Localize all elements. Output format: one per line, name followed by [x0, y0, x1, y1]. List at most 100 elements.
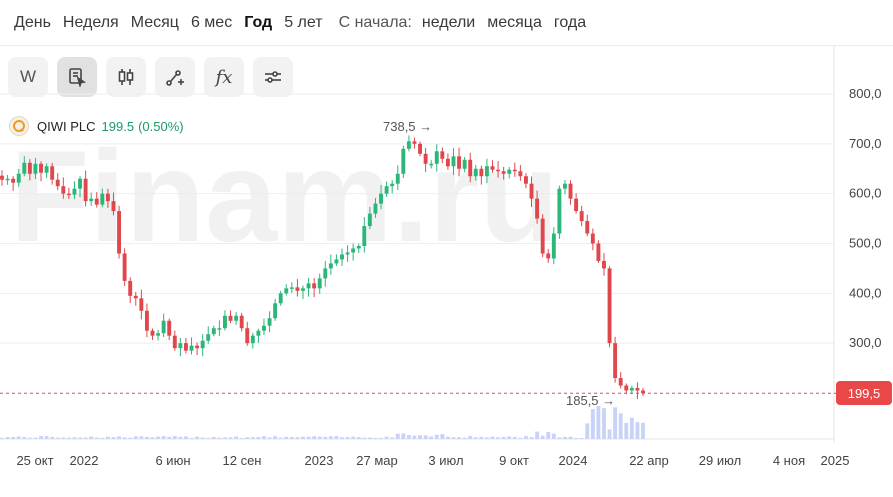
- volume-bar: [535, 431, 540, 439]
- candle-body: [445, 158, 450, 167]
- y-tick-label: 800,0: [849, 86, 882, 101]
- candle-body: [5, 178, 10, 181]
- candle-body: [379, 193, 383, 204]
- period-option[interactable]: День: [14, 14, 51, 31]
- volume-bar: [161, 436, 166, 439]
- settings-button[interactable]: [253, 57, 293, 97]
- volume-bar: [262, 436, 266, 439]
- period-option[interactable]: 5 лет: [284, 14, 323, 31]
- candle-body: [295, 287, 300, 291]
- candle-body: [284, 288, 289, 294]
- candle-body: [200, 340, 205, 349]
- candle-body: [27, 162, 32, 174]
- volume-bar: [278, 437, 283, 439]
- volume-bar: [585, 423, 590, 439]
- volume-bar: [33, 437, 38, 439]
- candle-body: [501, 171, 506, 174]
- volume-bar: [200, 437, 205, 439]
- candle-body: [128, 280, 133, 296]
- last-price-badge: 199,5: [836, 381, 892, 405]
- candle-body: [328, 263, 333, 269]
- volume-bar: [462, 437, 467, 439]
- candle-body: [479, 168, 484, 177]
- period-option[interactable]: Неделя: [62, 14, 119, 31]
- candle-body: [590, 233, 595, 244]
- volume-bar: [434, 434, 439, 439]
- candle-body: [629, 388, 634, 391]
- candle-body: [507, 169, 512, 174]
- volume-bar: [295, 437, 300, 439]
- candle-body: [635, 388, 640, 391]
- candle-body: [518, 171, 523, 177]
- candle-body: [150, 330, 155, 336]
- candle-body: [351, 248, 356, 253]
- drawing-tools-button[interactable]: [155, 57, 195, 97]
- weekly-interval-button[interactable]: W: [8, 57, 48, 97]
- weekly-label: W: [19, 67, 37, 86]
- ticker-info: QIWI PLC 199.5 (0.50%): [9, 116, 184, 136]
- candle-body: [384, 186, 389, 194]
- volume-bar: [139, 436, 144, 439]
- candle-body: [596, 243, 601, 261]
- candle-body: [373, 203, 378, 214]
- from-start-option[interactable]: недели: [421, 14, 476, 31]
- volume-bar: [217, 437, 222, 439]
- volume-bar: [312, 436, 317, 439]
- last-price-label: 199,5: [847, 385, 881, 401]
- candle-body: [418, 143, 422, 154]
- volume-bar: [105, 436, 110, 439]
- volume-bar: [518, 437, 523, 439]
- volume-bar: [150, 437, 155, 439]
- volume-bar: [83, 437, 88, 439]
- candle-body: [557, 188, 562, 234]
- x-tick-label: 6 июн: [155, 453, 190, 468]
- volume-bar: [618, 413, 623, 439]
- high-annotation: 738,5 →: [383, 119, 432, 134]
- candle-body: [289, 287, 294, 289]
- period-option[interactable]: Год: [244, 14, 273, 31]
- volume-bar: [468, 436, 473, 439]
- volume-bar: [44, 436, 49, 439]
- volume-bar: [395, 433, 400, 439]
- indicators-button[interactable]: fx: [204, 57, 244, 97]
- fx-icon: fx: [215, 66, 233, 88]
- candle-body: [72, 188, 77, 195]
- volume-bar: [457, 437, 462, 439]
- volume-bar: [211, 436, 216, 439]
- candle-body: [39, 163, 43, 173]
- candle-body: [89, 198, 94, 202]
- volume-bar: [284, 436, 289, 439]
- period-option[interactable]: 6 мес: [190, 14, 233, 31]
- candle-body: [78, 178, 82, 189]
- candle-body: [401, 148, 406, 174]
- candles-type-button[interactable]: [106, 57, 146, 97]
- candle-body: [312, 283, 317, 289]
- price-chart[interactable]: Finam.ru 300,0 400,0 500,0 600,0 700,0 800,0 25…: [0, 46, 893, 497]
- candle-body: [535, 198, 540, 219]
- volume-bar: [340, 437, 344, 439]
- candle-body: [323, 268, 328, 279]
- low-annotation: 185,5 →: [566, 393, 615, 408]
- volume-bar: [418, 435, 422, 439]
- candle-body: [178, 343, 183, 349]
- period-option[interactable]: Месяц: [130, 14, 179, 31]
- volume-bar: [596, 406, 601, 439]
- from-start-option[interactable]: месяца: [487, 14, 542, 31]
- volume-bar: [557, 437, 562, 439]
- candle-body: [195, 345, 200, 349]
- volume-bar: [607, 429, 612, 439]
- x-tick-label: 27 мар: [356, 453, 397, 468]
- volume-bar: [133, 436, 138, 439]
- candle-body: [540, 218, 545, 254]
- candle-body: [367, 213, 372, 227]
- from-start-option[interactable]: года: [553, 14, 587, 31]
- notes-button[interactable]: [57, 57, 97, 97]
- period-selector: День Неделя Месяц 6 мес Год 5 лет С начала: нед…: [14, 12, 598, 34]
- volume-bar: [390, 437, 395, 439]
- volume-bar: [356, 437, 361, 439]
- candle-body: [22, 162, 27, 174]
- volume-bar: [183, 436, 188, 439]
- volume-bar: [245, 437, 250, 439]
- candle-body: [234, 315, 239, 321]
- volume-bar: [16, 436, 21, 439]
